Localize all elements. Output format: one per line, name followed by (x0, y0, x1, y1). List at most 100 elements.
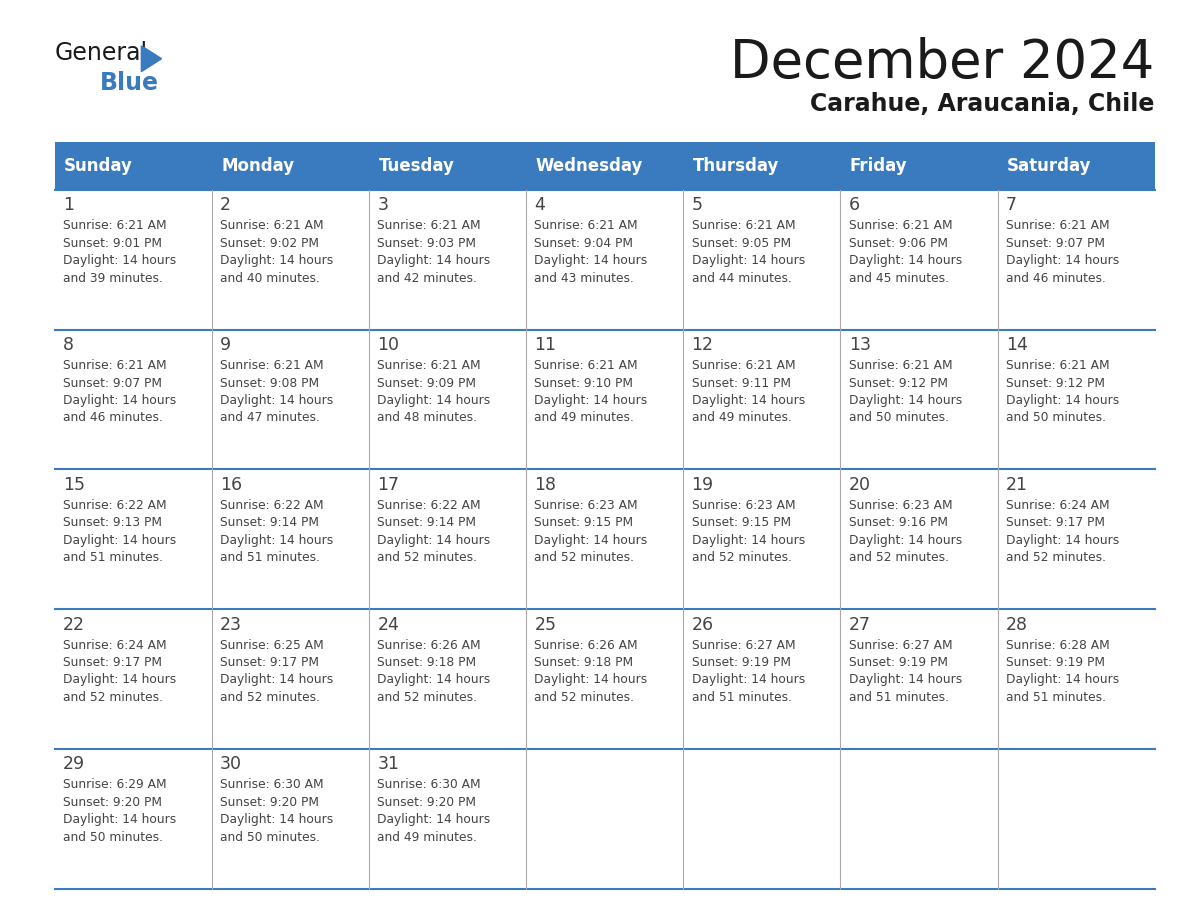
Text: Sunset: 9:20 PM: Sunset: 9:20 PM (378, 796, 476, 809)
Text: 22: 22 (63, 616, 86, 633)
Text: Daylight: 14 hours: Daylight: 14 hours (535, 394, 647, 407)
Text: Daylight: 14 hours: Daylight: 14 hours (378, 394, 491, 407)
Text: Sunrise: 6:23 AM: Sunrise: 6:23 AM (848, 498, 953, 512)
Text: and 51 minutes.: and 51 minutes. (848, 691, 949, 704)
Text: and 46 minutes.: and 46 minutes. (63, 411, 163, 424)
Text: Daylight: 14 hours: Daylight: 14 hours (378, 533, 491, 547)
Text: Sunrise: 6:22 AM: Sunrise: 6:22 AM (220, 498, 324, 512)
Text: Sunrise: 6:21 AM: Sunrise: 6:21 AM (691, 359, 795, 372)
Text: Sunset: 9:01 PM: Sunset: 9:01 PM (63, 237, 162, 250)
Text: Sunset: 9:17 PM: Sunset: 9:17 PM (1006, 516, 1105, 530)
Text: Sunset: 9:15 PM: Sunset: 9:15 PM (691, 516, 791, 530)
Text: Daylight: 14 hours: Daylight: 14 hours (378, 813, 491, 826)
Text: Sunrise: 6:21 AM: Sunrise: 6:21 AM (220, 219, 324, 232)
Bar (998, 749, 1155, 889)
Text: Daylight: 14 hours: Daylight: 14 hours (63, 813, 176, 826)
Text: Sunset: 9:05 PM: Sunset: 9:05 PM (691, 237, 791, 250)
Text: and 46 minutes.: and 46 minutes. (1006, 272, 1106, 285)
Text: Sunrise: 6:21 AM: Sunrise: 6:21 AM (848, 219, 953, 232)
Text: Sunrise: 6:30 AM: Sunrise: 6:30 AM (378, 778, 481, 791)
Text: Sunset: 9:16 PM: Sunset: 9:16 PM (848, 516, 948, 530)
Text: and 52 minutes.: and 52 minutes. (220, 691, 320, 704)
Text: Sunrise: 6:21 AM: Sunrise: 6:21 AM (535, 359, 638, 372)
Bar (211, 330, 369, 469)
Text: Sunrise: 6:21 AM: Sunrise: 6:21 AM (848, 359, 953, 372)
Text: and 52 minutes.: and 52 minutes. (378, 691, 478, 704)
Text: 8: 8 (63, 336, 74, 354)
Text: and 50 minutes.: and 50 minutes. (220, 831, 320, 844)
Text: Daylight: 14 hours: Daylight: 14 hours (535, 254, 647, 267)
Bar (998, 190, 1155, 330)
Text: 18: 18 (535, 476, 556, 494)
Text: Daylight: 14 hours: Daylight: 14 hours (220, 254, 334, 267)
Text: Sunset: 9:12 PM: Sunset: 9:12 PM (848, 376, 948, 389)
Text: Sunset: 9:06 PM: Sunset: 9:06 PM (848, 237, 948, 250)
Text: Sunset: 9:19 PM: Sunset: 9:19 PM (1006, 656, 1105, 669)
Bar (211, 190, 369, 330)
Bar (840, 749, 998, 889)
Text: Blue: Blue (100, 71, 159, 95)
Bar (683, 469, 840, 610)
Text: 2: 2 (220, 196, 232, 215)
Bar (369, 610, 526, 749)
Bar (55, 469, 211, 610)
Text: 9: 9 (220, 336, 232, 354)
Bar (840, 190, 998, 330)
Text: and 49 minutes.: and 49 minutes. (535, 411, 634, 424)
Text: Daylight: 14 hours: Daylight: 14 hours (848, 394, 962, 407)
Text: and 52 minutes.: and 52 minutes. (848, 551, 949, 565)
Bar (840, 330, 998, 469)
Text: Sunrise: 6:24 AM: Sunrise: 6:24 AM (63, 639, 166, 652)
Text: December 2024: December 2024 (731, 37, 1155, 89)
Text: Monday: Monday (221, 157, 295, 175)
Bar (840, 469, 998, 610)
Text: Sunset: 9:12 PM: Sunset: 9:12 PM (1006, 376, 1105, 389)
Text: Sunrise: 6:28 AM: Sunrise: 6:28 AM (1006, 639, 1110, 652)
Bar (526, 190, 683, 330)
Text: 21: 21 (1006, 476, 1028, 494)
Text: Sunset: 9:14 PM: Sunset: 9:14 PM (220, 516, 320, 530)
Bar (369, 749, 526, 889)
Text: 28: 28 (1006, 616, 1028, 633)
Text: Sunset: 9:09 PM: Sunset: 9:09 PM (378, 376, 476, 389)
Text: Wednesday: Wednesday (536, 157, 643, 175)
Text: 11: 11 (535, 336, 556, 354)
Text: Sunset: 9:03 PM: Sunset: 9:03 PM (378, 237, 476, 250)
Text: 1: 1 (63, 196, 74, 215)
Text: Sunset: 9:07 PM: Sunset: 9:07 PM (1006, 237, 1105, 250)
Text: Sunrise: 6:21 AM: Sunrise: 6:21 AM (1006, 359, 1110, 372)
Bar (55, 610, 211, 749)
Bar (683, 330, 840, 469)
Text: and 48 minutes.: and 48 minutes. (378, 411, 478, 424)
Text: Daylight: 14 hours: Daylight: 14 hours (220, 533, 334, 547)
Bar (683, 749, 840, 889)
Text: 19: 19 (691, 476, 714, 494)
Bar (55, 190, 211, 330)
Text: Sunday: Sunday (64, 157, 133, 175)
Text: Sunrise: 6:26 AM: Sunrise: 6:26 AM (535, 639, 638, 652)
Text: Sunrise: 6:21 AM: Sunrise: 6:21 AM (63, 219, 166, 232)
Text: Sunset: 9:02 PM: Sunset: 9:02 PM (220, 237, 320, 250)
Text: and 44 minutes.: and 44 minutes. (691, 272, 791, 285)
Text: and 51 minutes.: and 51 minutes. (220, 551, 320, 565)
Text: and 51 minutes.: and 51 minutes. (691, 691, 791, 704)
Text: and 45 minutes.: and 45 minutes. (848, 272, 949, 285)
Bar (55, 749, 211, 889)
Text: Daylight: 14 hours: Daylight: 14 hours (220, 394, 334, 407)
Bar (998, 610, 1155, 749)
Bar (526, 610, 683, 749)
Text: Sunrise: 6:27 AM: Sunrise: 6:27 AM (848, 639, 953, 652)
Text: Daylight: 14 hours: Daylight: 14 hours (63, 533, 176, 547)
Text: and 52 minutes.: and 52 minutes. (1006, 551, 1106, 565)
Text: Sunrise: 6:21 AM: Sunrise: 6:21 AM (63, 359, 166, 372)
Text: and 50 minutes.: and 50 minutes. (848, 411, 949, 424)
Text: Friday: Friday (849, 157, 908, 175)
Bar (526, 330, 683, 469)
Bar (683, 190, 840, 330)
Text: Sunrise: 6:22 AM: Sunrise: 6:22 AM (378, 498, 481, 512)
Text: Tuesday: Tuesday (379, 157, 454, 175)
Text: Sunrise: 6:25 AM: Sunrise: 6:25 AM (220, 639, 324, 652)
Text: Daylight: 14 hours: Daylight: 14 hours (63, 674, 176, 687)
Text: Daylight: 14 hours: Daylight: 14 hours (378, 254, 491, 267)
Text: 15: 15 (63, 476, 86, 494)
